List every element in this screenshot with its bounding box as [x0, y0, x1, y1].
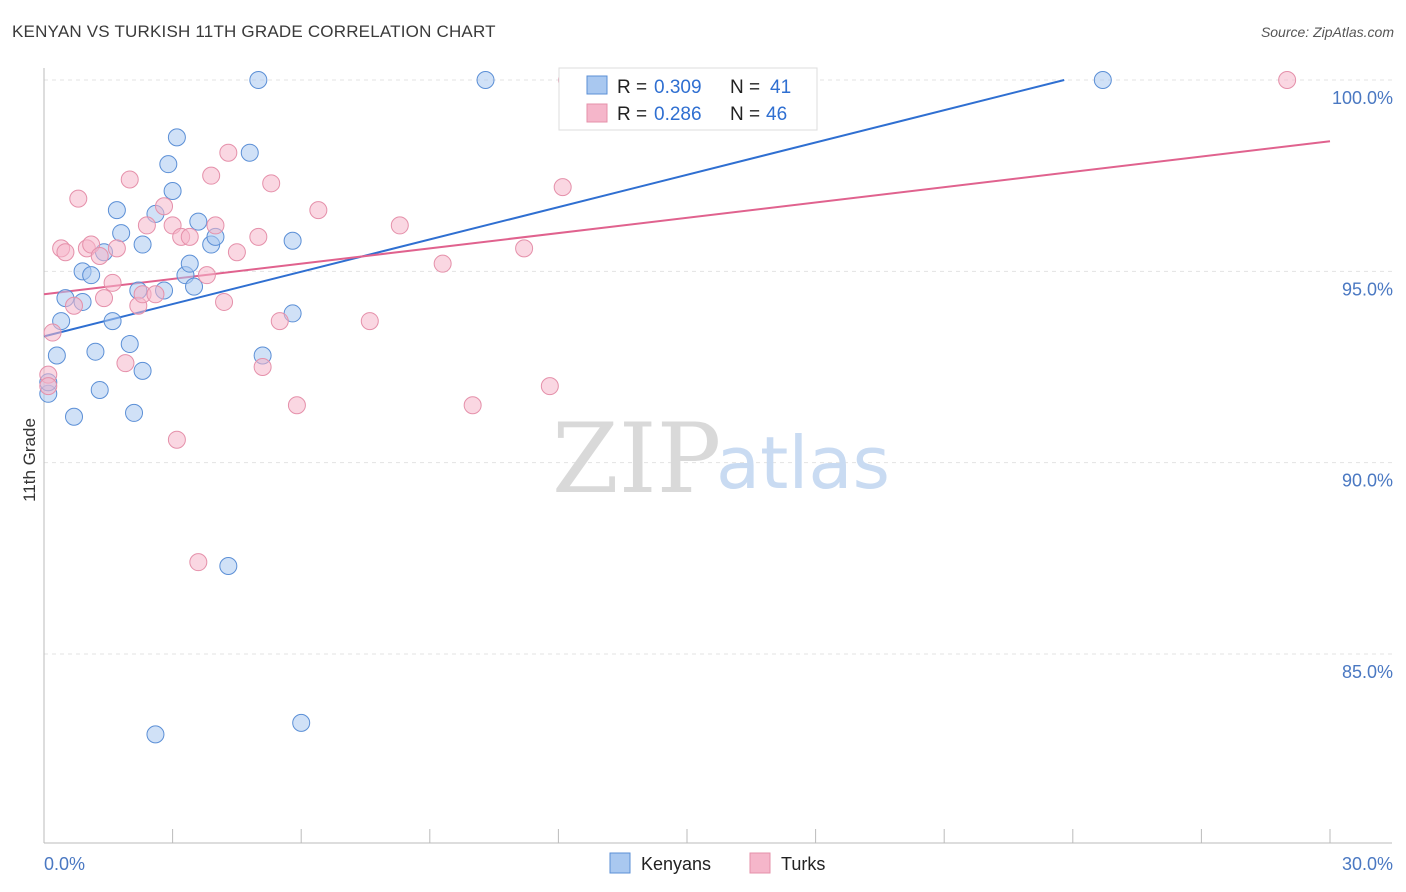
data-points [39, 71, 1297, 744]
point-kenyans-12 [103, 312, 122, 331]
series-legend-label-turks: Turks [781, 854, 825, 874]
point-kenyans-27 [185, 277, 204, 296]
watermark-atlas: atlas [716, 421, 890, 505]
point-turks-39 [463, 396, 482, 415]
point-turks-30 [249, 227, 268, 246]
point-turks-45 [39, 377, 58, 396]
point-turks-42 [553, 178, 572, 197]
point-turks-24 [197, 266, 216, 285]
trend-lines [43, 79, 1331, 338]
point-kenyans-19 [133, 361, 152, 380]
legend-n-value-turks: 46 [766, 104, 787, 125]
legend-r-value-turks: 0.286 [654, 104, 702, 125]
point-turks-3 [56, 243, 75, 262]
point-turks-27 [215, 292, 234, 311]
point-kenyans-24 [167, 128, 186, 147]
point-turks-10 [103, 273, 122, 292]
tick-labels: 100.0% 95.0% 90.0% 85.0% 0.0% 30.0% [44, 88, 1393, 874]
point-kenyans-39 [476, 71, 495, 89]
point-kenyans-33 [249, 71, 268, 89]
point-turks-41 [540, 377, 559, 396]
point-turks-9 [95, 289, 114, 308]
point-turks-4 [65, 296, 84, 315]
legend-swatch-kenyans [586, 75, 608, 95]
y-axis-label: 11th Grade [20, 418, 39, 502]
legend-r-label-turks: R = [617, 104, 647, 125]
point-turks-23 [189, 553, 208, 572]
point-kenyans-38 [146, 725, 165, 744]
point-turks-44 [1278, 71, 1297, 89]
point-turks-29 [227, 243, 246, 262]
point-kenyans-31 [219, 556, 238, 575]
point-turks-18 [155, 197, 174, 216]
point-turks-40 [515, 239, 534, 258]
correlation-legend: R = 0.309 N = 41 R = 0.286 N = 46 [558, 67, 818, 131]
point-kenyans-35 [283, 231, 302, 250]
series-legend: Kenyans Turks [609, 852, 825, 874]
point-kenyans-5 [65, 407, 84, 426]
series-legend-swatch-turks [749, 852, 771, 874]
y-tick-label-0: 100.0% [1332, 88, 1393, 108]
y-tick-label-1: 95.0% [1342, 279, 1393, 299]
point-turks-5 [69, 189, 88, 208]
legend-n-label-kenyans: N = [730, 77, 760, 98]
point-turks-12 [116, 354, 135, 373]
axes [43, 68, 1392, 844]
point-kenyans-40 [1093, 71, 1112, 89]
point-kenyans-18 [133, 235, 152, 254]
point-turks-28 [219, 143, 238, 162]
point-turks-16 [137, 216, 156, 235]
point-turks-13 [120, 170, 139, 189]
point-kenyans-10 [90, 380, 109, 399]
x-tick-label-1: 30.0% [1342, 854, 1393, 874]
point-kenyans-37 [292, 713, 311, 732]
legend-r-value-kenyans: 0.309 [654, 77, 702, 98]
chart-title: KENYAN VS TURKISH 11TH GRADE CORRELATION… [12, 22, 496, 41]
point-turks-1 [43, 323, 62, 342]
trend-line-kenyans [43, 79, 1065, 338]
point-kenyans-9 [86, 342, 105, 361]
point-turks-38 [433, 254, 452, 273]
point-turks-36 [360, 312, 379, 331]
point-kenyans-23 [163, 181, 182, 200]
legend-n-label-turks: N = [730, 104, 760, 125]
point-turks-8 [90, 247, 109, 266]
point-kenyans-13 [107, 201, 126, 220]
point-kenyans-32 [240, 143, 259, 162]
series-legend-label-kenyans: Kenyans [641, 854, 711, 874]
point-kenyans-28 [189, 212, 208, 231]
y-tick-label-2: 90.0% [1342, 471, 1393, 491]
point-turks-25 [202, 166, 221, 185]
legend-swatch-turks [586, 103, 608, 123]
point-turks-33 [270, 312, 289, 331]
point-turks-35 [309, 201, 328, 220]
point-kenyans-8 [82, 266, 101, 285]
point-turks-37 [390, 216, 409, 235]
point-turks-26 [206, 216, 225, 235]
series-legend-swatch-kenyans [609, 852, 631, 874]
point-turks-34 [287, 396, 306, 415]
legend-r-label-kenyans: R = [617, 77, 647, 98]
point-kenyans-15 [120, 335, 139, 354]
point-turks-32 [262, 174, 281, 193]
point-turks-31 [253, 358, 272, 376]
point-turks-22 [180, 227, 199, 246]
point-kenyans-16 [125, 403, 144, 422]
point-turks-20 [167, 430, 186, 449]
point-kenyans-22 [159, 155, 178, 174]
legend-n-value-kenyans: 41 [770, 77, 791, 98]
point-turks-17 [146, 285, 165, 304]
source-label: Source: ZipAtlas.com [1260, 24, 1394, 40]
trend-line-turks [43, 140, 1331, 296]
point-kenyans-26 [180, 254, 199, 273]
point-kenyans-14 [112, 224, 131, 243]
y-tick-label-3: 85.0% [1342, 662, 1393, 682]
watermark-zip: ZIP [552, 403, 721, 515]
point-kenyans-2 [47, 346, 66, 365]
point-turks-11 [107, 239, 126, 258]
x-tick-label-0: 0.0% [44, 854, 85, 874]
